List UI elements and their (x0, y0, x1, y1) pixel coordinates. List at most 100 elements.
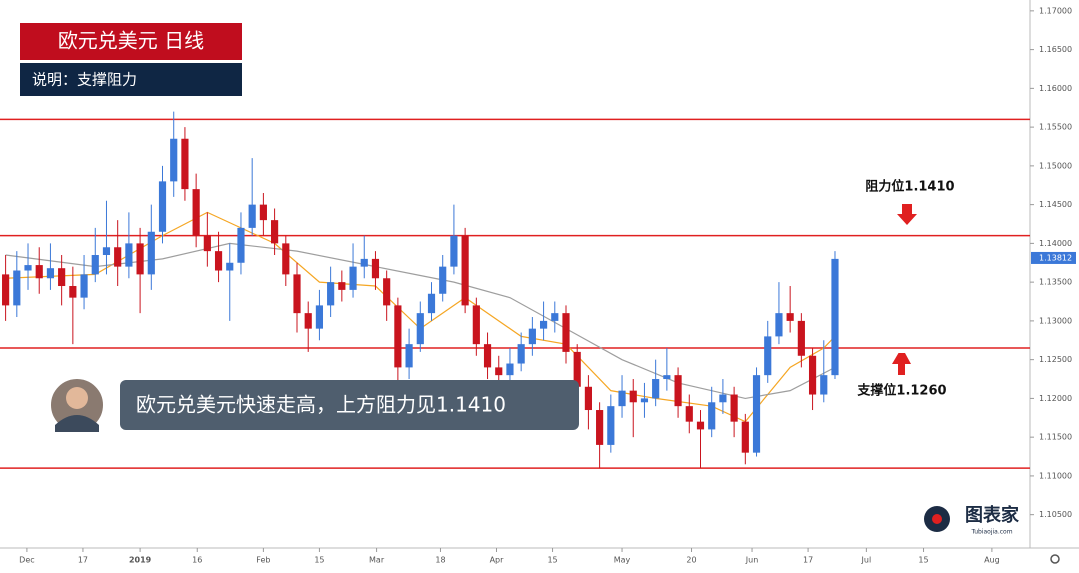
x-tick-label: Apr (490, 556, 505, 565)
x-tick-label: 20 (686, 556, 696, 565)
candle-body (136, 243, 144, 275)
candle-body (170, 138, 178, 182)
resistance-label: 阻力位1.1410 (865, 179, 954, 195)
candle-body (282, 243, 290, 275)
candle-body (158, 181, 167, 232)
down-arrow (897, 204, 917, 225)
y-tick-label: 1.17000 (1039, 6, 1072, 15)
candle-body (539, 320, 548, 329)
candle-body (629, 390, 637, 403)
candle-body (439, 266, 447, 294)
candle-body (304, 313, 312, 329)
candle-body (596, 410, 604, 445)
candle-body (573, 351, 581, 387)
x-tick-label: Dec (19, 556, 34, 565)
candle-body (271, 220, 279, 244)
candle-body (125, 243, 133, 267)
candle-body (371, 258, 380, 279)
avatar-face (66, 387, 88, 409)
candle-body (226, 262, 234, 271)
up-arrow (892, 353, 911, 375)
candle-body (528, 328, 536, 345)
candle-body (450, 235, 458, 267)
candle-body (764, 336, 772, 376)
logo-subtext: Tubiaojia.com (970, 529, 1012, 536)
candle-body (674, 375, 682, 407)
x-tick-label: 15 (547, 556, 557, 565)
support-label: 支撑位1.1260 (856, 383, 946, 399)
candle-body (607, 406, 615, 445)
candle-body (237, 227, 245, 263)
candle-body (618, 390, 626, 407)
candle-body (35, 265, 43, 279)
candle-body (327, 282, 335, 306)
caption-box (120, 380, 579, 430)
candle-body (808, 355, 817, 395)
x-tick-label: 17 (803, 556, 813, 565)
candle-body (752, 375, 761, 453)
last-price-tag (1031, 251, 1076, 264)
y-tick-label: 1.12000 (1039, 394, 1072, 403)
candle-body (394, 305, 402, 368)
candle-body (2, 274, 10, 306)
logo-text: 图表家 (965, 504, 1020, 526)
x-tick-label: Jun (745, 556, 759, 565)
candle-body (461, 235, 469, 306)
candle-body (831, 258, 839, 376)
y-tick-label: 1.11000 (1039, 471, 1072, 480)
candle-body (13, 270, 21, 306)
candle-body (719, 394, 727, 403)
x-tick-label: Jul (861, 556, 872, 565)
x-tick-label: Aug (984, 556, 1000, 565)
candle-body (338, 282, 346, 290)
candle-body (46, 268, 55, 279)
x-tick-label: 16 (192, 556, 202, 565)
candle-body (820, 375, 828, 395)
candle-body (192, 189, 200, 236)
subtitle-box (20, 63, 242, 96)
y-tick-label: 1.16500 (1039, 45, 1072, 54)
candle-body (181, 138, 189, 190)
candle-body (495, 367, 503, 376)
candle-body (730, 394, 738, 422)
y-tick-label: 1.13500 (1039, 278, 1072, 287)
candle-body (427, 293, 436, 314)
y-tick-label: 1.13000 (1039, 316, 1072, 325)
x-tick-label: May (614, 556, 631, 565)
y-tick-label: 1.15500 (1039, 123, 1072, 132)
y-tick-label: 1.10500 (1039, 510, 1072, 519)
y-tick-label: 1.12500 (1039, 355, 1072, 364)
chart-subtitle: 说明：支撑阻力 (32, 71, 137, 89)
candle-body (663, 375, 671, 380)
candle-body (248, 204, 256, 228)
x-tick-label: 17 (78, 556, 88, 565)
title-box (20, 23, 242, 60)
caption: 欧元兑美元快速走高，上方阻力见1.1410 (136, 393, 506, 417)
x-tick-label: 15 (918, 556, 928, 565)
candle-body (775, 313, 783, 337)
candle-body (58, 268, 66, 287)
candle-body (80, 274, 88, 298)
candle-body (114, 247, 122, 267)
candle-body (416, 313, 424, 345)
candle-body (102, 247, 111, 256)
x-tick-label: 18 (435, 556, 445, 565)
candle-body (360, 258, 368, 267)
candle-body (506, 363, 514, 376)
logo-dot (932, 514, 942, 524)
x-tick-label: 2019 (129, 556, 152, 565)
candle-body (349, 266, 357, 290)
candle-body (741, 421, 749, 453)
candle-body (383, 278, 391, 306)
candle-body (708, 402, 716, 430)
candle-body (147, 231, 155, 275)
y-tick-label: 1.14500 (1039, 200, 1072, 209)
candle-body (584, 386, 592, 411)
plot-area (0, 111, 1030, 469)
candle-body (562, 313, 570, 352)
moving-average (5, 211, 836, 423)
settings-icon[interactable] (1050, 554, 1060, 564)
candle-body (472, 305, 480, 345)
candle-body (24, 265, 32, 271)
